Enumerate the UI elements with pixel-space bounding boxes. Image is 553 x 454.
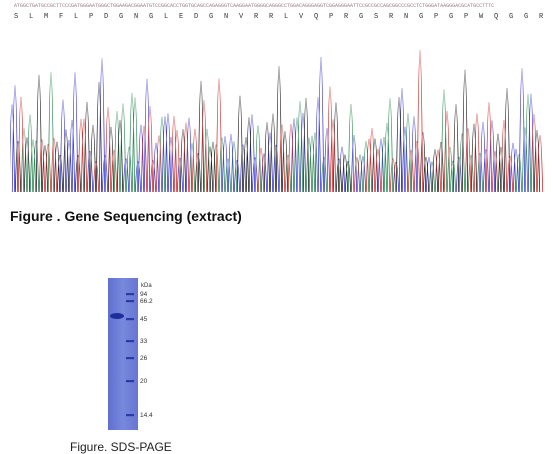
marker-label: 14.4 (140, 412, 153, 419)
marker-band (126, 340, 134, 343)
marker-label: 33 (140, 338, 148, 345)
trace-c (10, 56, 535, 193)
marker-band (126, 414, 134, 417)
sds-page-caption: Figure. SDS-PAGE (70, 440, 172, 454)
marker-label: 45 (140, 316, 148, 323)
marker-bands (126, 293, 134, 417)
marker-band (126, 357, 134, 360)
gene-sequencing-figure: ATGGCTGATGCCGCTTCCCGATGGGAATGGGCTGGAAGAC… (0, 0, 553, 198)
gene-sequencing-caption: Figure . Gene Sequencing (extract) (10, 208, 242, 224)
marker-band (126, 380, 134, 383)
trace-g (14, 66, 541, 193)
marker-label: 26 (140, 355, 148, 362)
amino-acid-sequence: S L M F L P D G N G L E D G N V R R L V … (14, 13, 544, 21)
marker-band (126, 300, 134, 303)
marker-label: 66.2 (140, 298, 153, 305)
kda-label: kDa (141, 283, 152, 289)
trace-a (20, 72, 532, 193)
gel-background (108, 278, 138, 430)
sds-page-figure: kDa 94 66.2 45 33 26 20 14.4 Figure. SDS-PAGE (0, 262, 553, 454)
chromatogram-trace (10, 49, 544, 193)
trace-t (17, 49, 544, 193)
nucleotide-sequence: ATGGCTGATGCCGCTTCCCGATGGGAATGGGCTGGAAGAC… (14, 3, 495, 9)
marker-label: 20 (140, 378, 148, 385)
marker-label: 94 (140, 291, 148, 298)
sample-band (110, 313, 124, 319)
marker-band (126, 293, 134, 296)
marker-band (126, 318, 134, 321)
